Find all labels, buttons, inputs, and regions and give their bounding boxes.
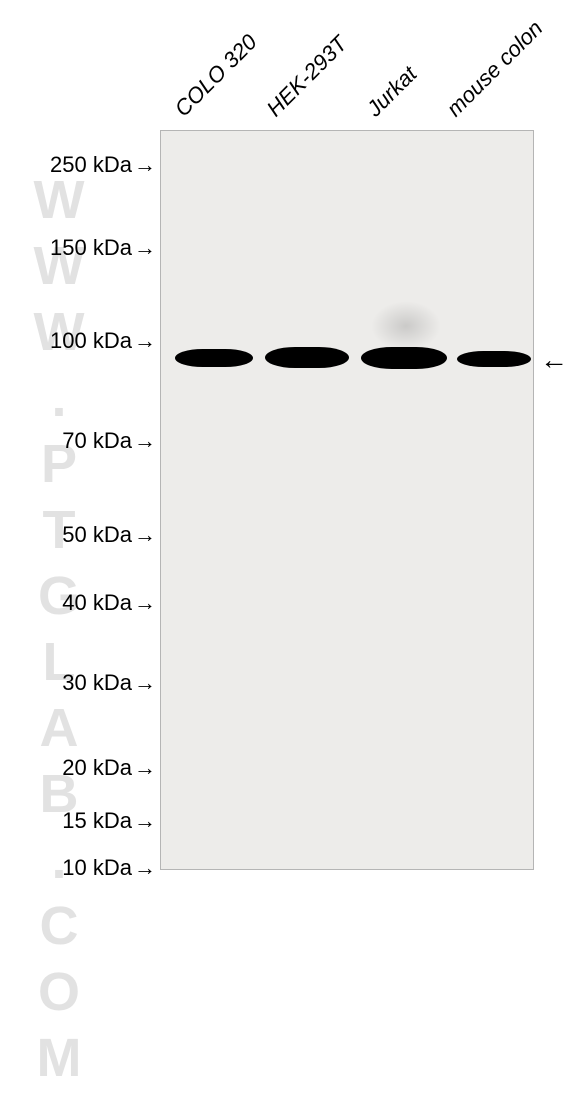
marker-label: 10 kDa <box>62 855 132 881</box>
arrow-icon: → <box>134 855 156 881</box>
marker-100: 100 kDa→ <box>50 328 156 354</box>
marker-150: 150 kDa→ <box>50 235 156 261</box>
blot-membrane-panel <box>160 130 534 870</box>
arrow-icon: → <box>134 755 156 781</box>
arrow-icon: → <box>134 328 156 354</box>
blot-smudge <box>371 301 441 351</box>
arrow-icon: → <box>134 590 156 616</box>
arrow-icon: → <box>134 152 156 178</box>
band-lane1 <box>175 349 253 367</box>
lane-label-4: mouse colon <box>442 15 549 122</box>
marker-label: 50 kDa <box>62 522 132 548</box>
western-blot-figure: WWW.PTGLAB.COM COLO 320 HEK-293T Jurkat … <box>0 0 580 903</box>
arrow-icon: → <box>134 428 156 454</box>
marker-label: 30 kDa <box>62 670 132 696</box>
arrow-icon: → <box>134 235 156 261</box>
band-lane2 <box>265 347 349 368</box>
marker-label: 70 kDa <box>62 428 132 454</box>
marker-15: 15 kDa→ <box>62 808 156 834</box>
band-lane3 <box>361 347 447 369</box>
marker-label: 150 kDa <box>50 235 132 261</box>
lane-label-3: Jurkat <box>362 61 423 122</box>
marker-label: 15 kDa <box>62 808 132 834</box>
marker-label: 40 kDa <box>62 590 132 616</box>
marker-70: 70 kDa→ <box>62 428 156 454</box>
lane-label-2: HEK-293T <box>262 31 353 122</box>
arrow-icon: → <box>134 808 156 834</box>
band-lane4 <box>457 351 531 367</box>
marker-250: 250 kDa→ <box>50 152 156 178</box>
marker-20: 20 kDa→ <box>62 755 156 781</box>
arrow-icon: → <box>134 522 156 548</box>
lane-label-1: COLO 320 <box>170 29 263 122</box>
marker-label: 100 kDa <box>50 328 132 354</box>
marker-30: 30 kDa→ <box>62 670 156 696</box>
marker-label: 20 kDa <box>62 755 132 781</box>
arrow-icon: → <box>134 670 156 696</box>
band-indicator-arrow: ← <box>540 344 568 376</box>
marker-40: 40 kDa→ <box>62 590 156 616</box>
marker-50: 50 kDa→ <box>62 522 156 548</box>
marker-label: 250 kDa <box>50 152 132 178</box>
marker-labels-group: 250 kDa→ 150 kDa→ 100 kDa→ 70 kDa→ 50 kD… <box>0 130 160 870</box>
marker-10: 10 kDa→ <box>62 855 156 881</box>
lane-labels-group: COLO 320 HEK-293T Jurkat mouse colon <box>160 0 540 130</box>
